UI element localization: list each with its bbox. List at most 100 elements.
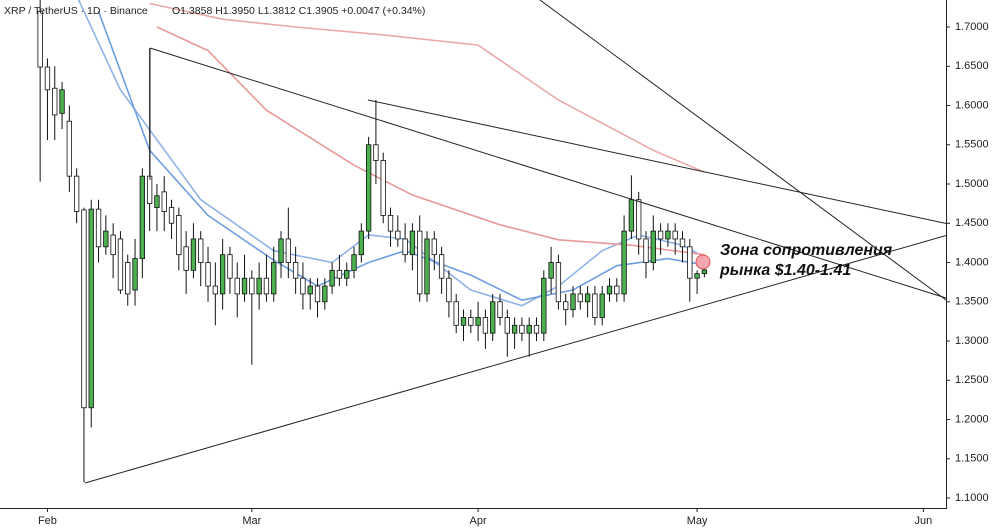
candle-body [555, 262, 562, 303]
trend-lines [84, 0, 1000, 484]
candle-body [650, 230, 656, 263]
candle-body [497, 301, 503, 318]
candle-body [563, 301, 569, 311]
candle-body [322, 285, 328, 303]
x-tick-label: Apr [470, 515, 487, 527]
candle-body [234, 277, 240, 295]
moving-average [149, 2, 705, 173]
y-tick-label: 1.5000 [955, 178, 989, 190]
candle-body [548, 262, 554, 279]
candle-body [300, 277, 306, 295]
candle-body [570, 293, 576, 311]
annotation-marker [695, 254, 711, 270]
candle-body [526, 324, 532, 334]
candle-body [146, 175, 153, 205]
candle-body [380, 160, 386, 216]
candle-body [490, 301, 496, 334]
symbol-title: XRP / TetherUS · 1D · Binance [4, 5, 148, 17]
candle-body [103, 230, 109, 248]
candle-body [701, 269, 708, 275]
candle-body [592, 293, 598, 318]
candle-body [504, 317, 510, 334]
candle-body [417, 230, 423, 295]
y-axis-area [947, 0, 1000, 532]
candle-body [256, 277, 262, 295]
y-tick-label: 1.5500 [955, 139, 989, 151]
moving-average [156, 26, 705, 256]
candle-body [672, 230, 678, 240]
candle-body [482, 317, 489, 334]
candle-body [358, 230, 364, 256]
candle-body [599, 293, 605, 318]
candle-body [453, 301, 459, 326]
axes: 1.1000 1.1500 1.2000 1.2500 1.3000 1.3500 1.40… [38, 21, 989, 527]
candle-body [687, 246, 693, 279]
candle-body [614, 285, 620, 295]
candle-body [117, 238, 124, 291]
candle-body [176, 215, 182, 256]
y-tick-label: 1.2500 [955, 374, 989, 386]
candle-body [409, 230, 416, 256]
candle-body [59, 89, 65, 114]
candle-body [205, 262, 211, 287]
candle-body [110, 234, 116, 256]
candle-body [168, 207, 175, 224]
candle-body [292, 262, 299, 279]
y-tick-label: 1.1000 [955, 492, 989, 504]
y-tick-label: 1.1500 [955, 453, 989, 465]
candle-body [584, 293, 591, 303]
candle-body [271, 262, 277, 295]
candle-body [387, 215, 394, 232]
candle-body [577, 293, 583, 303]
candle-body [621, 230, 627, 295]
candle-body [694, 273, 700, 279]
candle-body [198, 238, 204, 263]
x-tick-label: Feb [38, 515, 57, 527]
candle-body [643, 238, 649, 263]
candle-body [475, 317, 481, 326]
annotation: Зона сопротивления [720, 242, 893, 259]
candle-body [37, 10, 43, 68]
candle-body [351, 254, 357, 271]
y-tick-label: 1.3000 [955, 335, 989, 347]
y-tick-label: 1.6000 [955, 99, 989, 111]
candle-body [519, 324, 525, 334]
candle-body [606, 285, 613, 295]
candle-body [511, 324, 518, 334]
candle-body [438, 254, 445, 279]
candle-body [307, 285, 313, 295]
y-tick-label: 1.7000 [955, 21, 989, 33]
candle-body [212, 285, 218, 295]
candle-body [628, 199, 635, 232]
y-tick-label: 1.4500 [955, 217, 989, 229]
candle-body [219, 254, 226, 295]
candle-body [402, 238, 408, 256]
candle-body [314, 285, 321, 303]
candle-body [125, 262, 131, 295]
candle-body [395, 230, 401, 240]
plot-area [37, 0, 708, 483]
resistance-line [367, 99, 1000, 236]
diagonal-line [539, 0, 947, 301]
candle-body [431, 238, 437, 256]
candle-body [665, 230, 671, 240]
x-tick-label: Jun [914, 515, 932, 527]
candle-body [344, 269, 350, 279]
candle-body [161, 191, 167, 212]
candle-body [52, 87, 58, 116]
candle-body [249, 277, 255, 295]
candle-body [132, 258, 138, 291]
ohlc-legend: O1.3858 H1.3950 L1.3812 C1.3905 +0.0047 … [172, 5, 425, 17]
candle-body [73, 175, 80, 212]
x-tick-label: Mar [242, 515, 261, 527]
candle-body [139, 175, 146, 259]
y-tick-label: 1.4000 [955, 256, 989, 268]
candle-body [227, 254, 233, 279]
candle-body [373, 144, 379, 161]
moving-average [77, 0, 705, 307]
candle-body [657, 230, 664, 240]
candle-body [336, 269, 343, 279]
candle-body [329, 269, 335, 287]
candle-body [424, 238, 430, 295]
